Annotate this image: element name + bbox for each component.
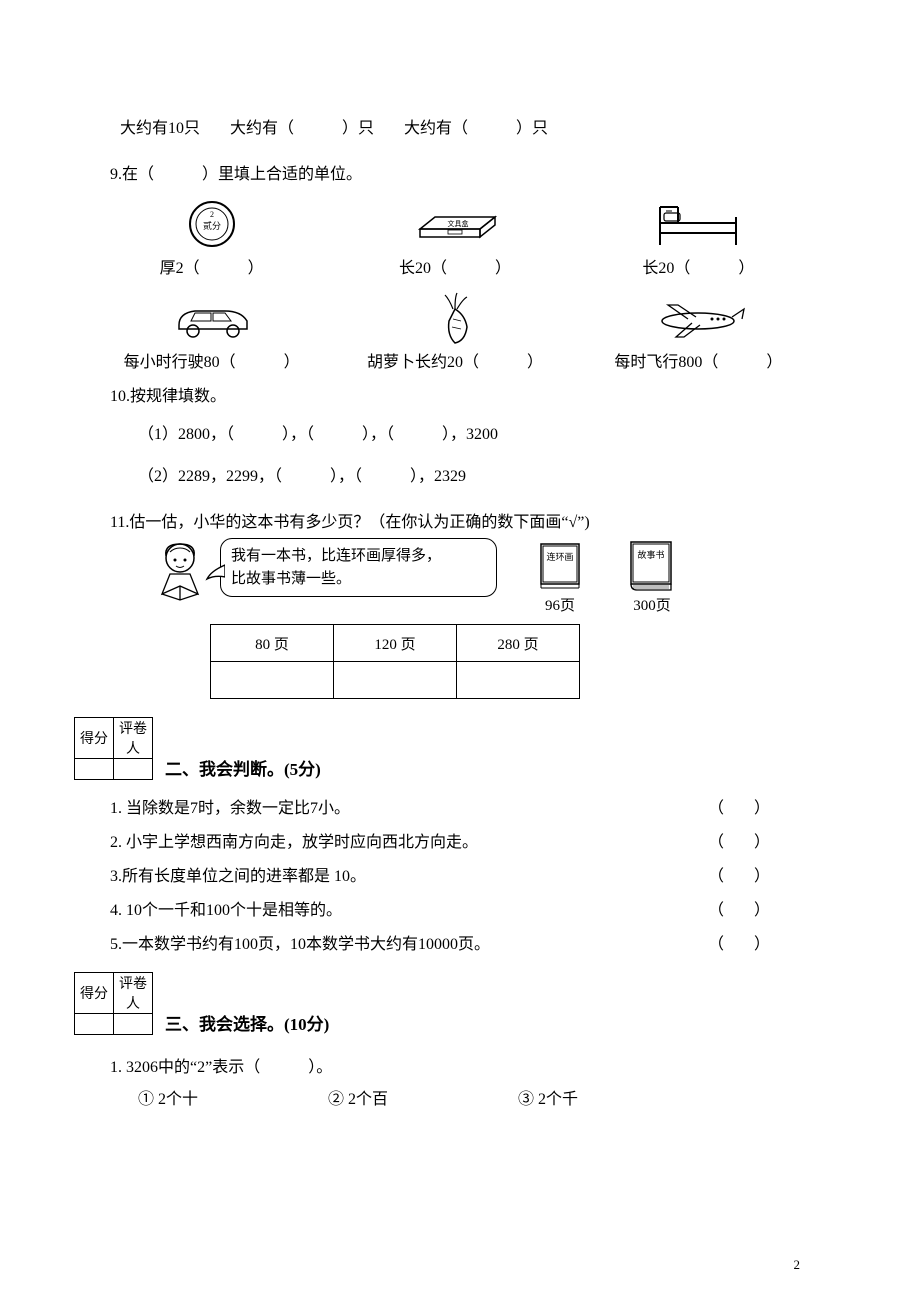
q9-item-pencilbox: 文具盒 长20（ ）	[353, 194, 556, 278]
judge-1: 1. 当除数是7时，余数一定比7小。 （）	[110, 794, 800, 818]
section3-head: 得分评卷人 三、我会选择。(10分)	[74, 972, 800, 1035]
judge-5-paren[interactable]: （）	[708, 930, 800, 954]
book-2: 故事书 300页	[623, 538, 681, 615]
choice-1[interactable]: ① 2个十	[138, 1085, 198, 1109]
bed-icon	[648, 194, 748, 254]
judge-1-paren[interactable]: （）	[708, 794, 800, 818]
svg-text:2: 2	[210, 210, 214, 219]
choice-2[interactable]: ② 2个百	[328, 1085, 388, 1109]
judge-3-paren[interactable]: （）	[708, 862, 800, 886]
judge-2: 2. 小宇上学想西南方向走，放学时应向西北方向走。 （）	[110, 828, 800, 852]
section2-head: 得分评卷人 二、我会判断。(5分)	[74, 717, 800, 780]
car-icon	[167, 288, 257, 348]
page-number: 2	[794, 1257, 801, 1273]
q11-answer-3[interactable]	[457, 662, 580, 699]
q9-label-1: 厚2（ ）	[160, 254, 264, 278]
q8-prefix: 大约有10只	[120, 114, 200, 138]
q9-row-1: 2 贰分 厚2（ ） 文具盒 长20（ ）	[110, 194, 800, 278]
q9-item-coin: 2 贰分 厚2（ ）	[110, 194, 313, 278]
boy-icon	[150, 538, 212, 616]
q11-title: 11.估一估，小华的这本书有多少页？（在你认为正确的数下面画“√”)	[110, 508, 800, 532]
q9-label-6: 每时飞行800（ ）	[614, 348, 782, 372]
q11-graphic-row: 我有一本书，比连环画厚得多， 比故事书薄一些。 连环画 96页 故事书	[150, 538, 800, 616]
q10-line-2: （2）2289，2299，（ ），（ ），2329	[138, 462, 800, 486]
q9-item-carrot: 胡萝卜长约20（ ）	[353, 288, 556, 372]
judge-4: 4. 10个一千和100个十是相等的。 （）	[110, 896, 800, 920]
q10-title: 10.按规律填数。	[110, 382, 800, 406]
judge-5-text: 5.一本数学书约有100页，10本数学书大约有10000页。	[110, 930, 708, 954]
speech-bubble: 我有一本书，比连环画厚得多， 比故事书薄一些。	[220, 538, 497, 597]
q9-item-plane: 每时飞行800（ ）	[597, 288, 800, 372]
book-1: 连环画 96页	[533, 538, 587, 615]
q9-item-bed: 长20（ ）	[597, 194, 800, 278]
q8-line: 大约有10只 大约有（ ）只 大约有（ ）只	[120, 114, 800, 138]
q9-title: 9.在（ ）里填上合适的单位。	[110, 160, 800, 184]
judge-2-paren[interactable]: （）	[708, 828, 800, 852]
score-table-3: 得分评卷人	[74, 972, 153, 1035]
section2-title: 二、我会判断。(5分)	[165, 755, 321, 780]
judge-3-text: 3.所有长度单位之间的进率都是 10。	[110, 862, 708, 886]
q10-line-1: （1）2800，（ ），（ ），（ ），3200	[138, 420, 800, 444]
choice-3[interactable]: ③ 2个千	[518, 1085, 578, 1109]
score-table-2: 得分评卷人	[74, 717, 153, 780]
q9-label-3: 长20（ ）	[642, 254, 754, 278]
pencil-box-icon: 文具盒	[410, 194, 500, 254]
q9-item-car: 每小时行驶80（ ）	[110, 288, 313, 372]
score3-h2: 评卷人	[114, 973, 153, 1014]
score-h1: 得分	[75, 718, 114, 759]
q8-blank-2: 大约有（ ）只	[404, 114, 548, 138]
section2-items: 1. 当除数是7时，余数一定比7小。 （） 2. 小宇上学想西南方向走，放学时应…	[110, 794, 800, 954]
q9-label-2: 长20（ ）	[399, 254, 511, 278]
speech-line-2: 比故事书薄一些。	[231, 568, 486, 591]
q9-row-2: 每小时行驶80（ ） 胡萝卜长约20（ ）	[110, 288, 800, 372]
q9-label-4: 每小时行驶80（ ）	[124, 348, 300, 372]
exam-page: 大约有10只 大约有（ ）只 大约有（ ）只 9.在（ ）里填上合适的单位。 2…	[0, 0, 920, 1303]
book2-pages: 300页	[633, 594, 671, 615]
q11-answer-2[interactable]	[334, 662, 457, 699]
q11-cell-1: 80 页	[211, 625, 334, 662]
score-blank-1[interactable]	[75, 759, 114, 780]
judge-1-text: 1. 当除数是7时，余数一定比7小。	[110, 794, 708, 818]
s3-q1-choices: ① 2个十 ② 2个百 ③ 2个千	[138, 1085, 800, 1109]
q11-answer-1[interactable]	[211, 662, 334, 699]
carrot-icon	[425, 288, 485, 348]
score-blank-2[interactable]	[114, 759, 153, 780]
s3-q1: 1. 3206中的“2”表示（ ）。	[110, 1053, 800, 1077]
airplane-icon	[648, 288, 748, 348]
judge-5: 5.一本数学书约有100页，10本数学书大约有10000页。 （）	[110, 930, 800, 954]
svg-text:文具盒: 文具盒	[447, 219, 468, 228]
svg-text:贰分: 贰分	[203, 220, 221, 231]
judge-3: 3.所有长度单位之间的进率都是 10。 （）	[110, 862, 800, 886]
judge-2-text: 2. 小宇上学想西南方向走，放学时应向西北方向走。	[110, 828, 708, 852]
section3-title: 三、我会选择。(10分)	[165, 1010, 329, 1035]
judge-4-text: 4. 10个一千和100个十是相等的。	[110, 896, 708, 920]
judge-4-paren[interactable]: （）	[708, 896, 800, 920]
score3-h1: 得分	[75, 973, 114, 1014]
q11-table: 80 页 120 页 280 页	[210, 624, 580, 699]
score3-blank-1[interactable]	[75, 1014, 114, 1035]
book1-pages: 96页	[545, 594, 575, 615]
score-h2: 评卷人	[114, 718, 153, 759]
q9-label-5: 胡萝卜长约20（ ）	[367, 348, 543, 372]
q11-cell-3: 280 页	[457, 625, 580, 662]
speech-line-1: 我有一本书，比连环画厚得多，	[231, 545, 486, 568]
q11-cell-2: 120 页	[334, 625, 457, 662]
score3-blank-2[interactable]	[114, 1014, 153, 1035]
coin-icon: 2 贰分	[187, 194, 237, 254]
book1-label-text: 连环画	[546, 551, 573, 562]
book2-label-text: 故事书	[637, 549, 664, 560]
q8-blank-1: 大约有（ ）只	[230, 114, 374, 138]
